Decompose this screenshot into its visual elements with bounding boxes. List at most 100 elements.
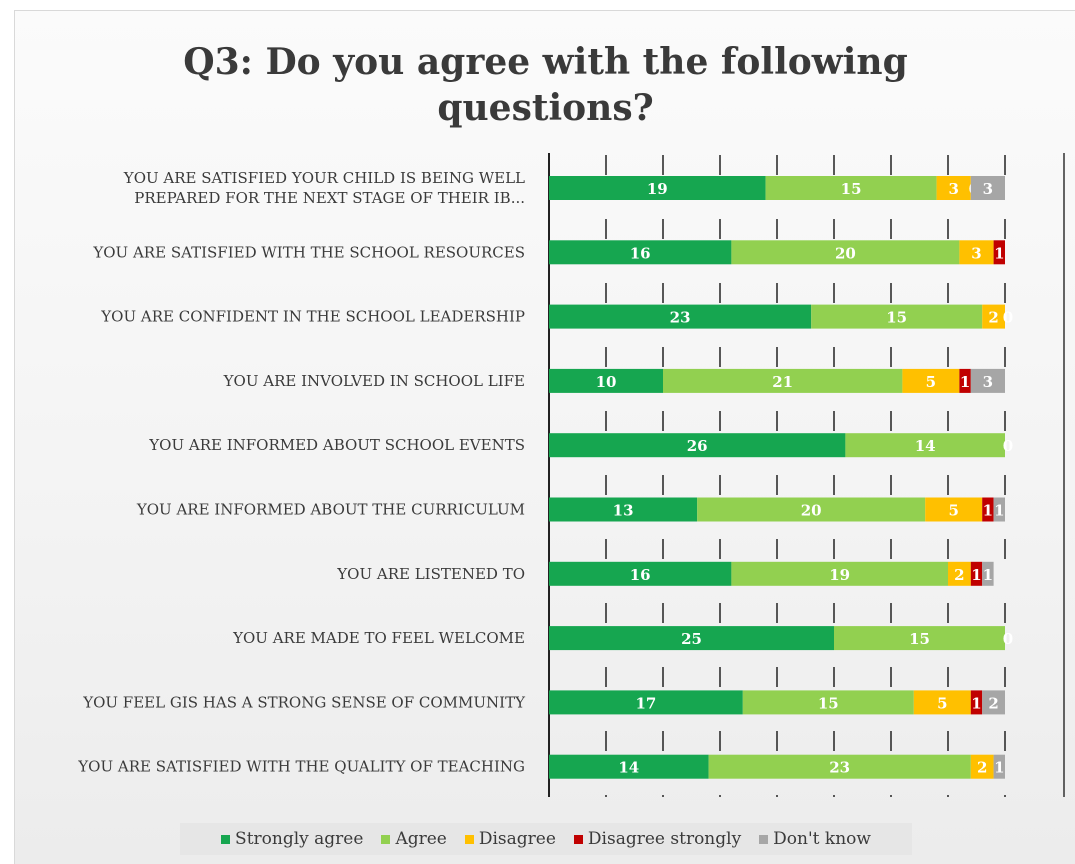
category-label-line: YOU ARE INFORMED ABOUT THE CURRICULUM bbox=[136, 501, 525, 519]
bar-segment bbox=[549, 368, 663, 393]
data-label: 1 bbox=[983, 566, 993, 584]
data-label: 0 bbox=[1003, 437, 1013, 455]
bar-segment bbox=[811, 304, 983, 329]
data-label: 2 bbox=[988, 309, 998, 327]
category-label-line: YOU ARE SATISFIED WITH THE SCHOOL RESOUR… bbox=[92, 243, 525, 261]
data-label: 19 bbox=[647, 180, 668, 198]
category-label-line: YOU ARE INVOLVED IN SCHOOL LIFE bbox=[223, 372, 525, 390]
legend-item: Strongly agree bbox=[221, 829, 363, 849]
bar-segment bbox=[970, 176, 1005, 200]
category-label: YOU ARE INVOLVED IN SCHOOL LIFE bbox=[223, 372, 525, 390]
bar-segment bbox=[993, 754, 1005, 779]
chart-legend: Strongly agree Agree Disagree Disagree stro… bbox=[180, 823, 912, 855]
data-label: 1 bbox=[971, 566, 981, 584]
data-label: 5 bbox=[937, 694, 947, 712]
data-label: 0 bbox=[1003, 630, 1013, 648]
bar-row: YOU ARE INFORMED ABOUT THE CURRICULUM 13 2… bbox=[136, 497, 1005, 522]
data-label: 3 bbox=[971, 244, 981, 262]
legend-swatch bbox=[759, 834, 769, 844]
category-label: YOU ARE INFORMED ABOUT THE CURRICULUM bbox=[136, 501, 525, 519]
bar-row: YOU ARE CONFIDENT IN THE SCHOOL LEADERSH… bbox=[100, 304, 1013, 329]
bar-segment bbox=[663, 368, 903, 393]
data-label: 1 bbox=[960, 373, 970, 391]
bar-segment bbox=[982, 497, 994, 522]
bar-row: YOU ARE SATISFIED WITH THE SCHOOL RESOUR… bbox=[92, 240, 1005, 265]
bar-segment bbox=[959, 240, 994, 265]
bar-segment bbox=[549, 690, 743, 715]
legend-item: Disagree strongly bbox=[573, 829, 742, 849]
bar-segment bbox=[845, 433, 1005, 458]
data-label: 3 bbox=[948, 180, 958, 198]
data-label: 20 bbox=[801, 502, 822, 520]
bar-segment bbox=[549, 304, 812, 329]
bar-segment bbox=[549, 497, 698, 522]
data-label: 2 bbox=[977, 759, 987, 777]
bar-segment bbox=[549, 176, 766, 200]
data-label: 17 bbox=[635, 694, 656, 712]
data-label: 23 bbox=[670, 309, 691, 327]
bar-segment bbox=[549, 433, 846, 458]
legend-label: Disagree bbox=[478, 829, 556, 849]
category-label: YOU ARE SATISFIED WITH THE QUALITY OF TE… bbox=[77, 758, 525, 776]
data-label: 23 bbox=[829, 759, 850, 777]
data-label: 14 bbox=[618, 759, 639, 777]
bar-chart-plot: YOU ARE SATISFIED YOUR CHILD IS BEING WE… bbox=[77, 153, 1065, 797]
bar-row: YOU ARE MADE TO FEEL WELCOME 25 15 0 bbox=[232, 626, 1013, 651]
category-label: YOU FEEL GIS HAS A STRONG SENSE OF COMMU… bbox=[82, 693, 526, 711]
bar-segment bbox=[982, 690, 1005, 715]
legend-item: Disagree bbox=[464, 829, 556, 849]
data-label: 20 bbox=[835, 244, 856, 262]
bar-row: YOU FEEL GIS HAS A STRONG SENSE OF COMMU… bbox=[82, 690, 1005, 715]
bar-segment bbox=[970, 561, 983, 586]
bar-segment bbox=[948, 561, 971, 586]
data-label: 3 bbox=[983, 180, 993, 198]
bar-segment bbox=[549, 561, 732, 586]
data-label: 25 bbox=[681, 630, 702, 648]
legend-label: Agree bbox=[395, 829, 447, 849]
data-label: 1 bbox=[994, 244, 1004, 262]
data-label: 10 bbox=[596, 373, 617, 391]
bar-segment bbox=[959, 368, 971, 393]
bar-segment bbox=[902, 368, 960, 393]
bar-segment bbox=[697, 497, 926, 522]
data-label: 13 bbox=[613, 502, 634, 520]
bar-row: YOU ARE SATISFIED WITH THE QUALITY OF TE… bbox=[77, 754, 1005, 779]
category-label-line: YOU ARE INFORMED ABOUT SCHOOL EVENTS bbox=[148, 436, 525, 454]
category-label-line: YOU ARE CONFIDENT IN THE SCHOOL LEADERSH… bbox=[100, 308, 525, 326]
chart-title-line-1: Q3: Do you agree with the following bbox=[183, 41, 908, 83]
category-label-line: YOU FEEL GIS HAS A STRONG SENSE OF COMMU… bbox=[82, 693, 526, 711]
bar-segment bbox=[708, 754, 971, 779]
data-label: 16 bbox=[630, 566, 651, 584]
bar-segment bbox=[549, 754, 709, 779]
legend-label: Strongly agree bbox=[235, 829, 364, 849]
bar-segment bbox=[731, 561, 948, 586]
data-label: 15 bbox=[886, 309, 907, 327]
data-label: 19 bbox=[829, 566, 850, 584]
legend-item: Agree bbox=[381, 829, 447, 849]
bar-segment bbox=[834, 626, 1005, 651]
bar-segment bbox=[936, 176, 971, 200]
legend-label: Disagree strongly bbox=[587, 829, 742, 849]
data-label: 1 bbox=[994, 502, 1004, 520]
legend-swatch bbox=[381, 834, 391, 844]
chart-title: Q3: Do you agree with the following ques… bbox=[15, 39, 1075, 131]
category-label: YOU ARE MADE TO FEEL WELCOME bbox=[232, 629, 525, 647]
data-label: 2 bbox=[988, 694, 998, 712]
bar-segment bbox=[993, 497, 1005, 522]
category-label: YOU ARE CONFIDENT IN THE SCHOOL LEADERSH… bbox=[100, 308, 525, 326]
bar-row: YOU ARE SATISFIED YOUR CHILD IS BEING WE… bbox=[123, 169, 1005, 207]
data-label: 21 bbox=[772, 373, 793, 391]
category-label: YOU ARE SATISFIED YOUR CHILD IS BEING WE… bbox=[123, 169, 525, 207]
value-axis-ticks bbox=[605, 153, 1006, 797]
bar-segment bbox=[970, 690, 983, 715]
bar-segment bbox=[913, 690, 971, 715]
data-label: 15 bbox=[841, 180, 862, 198]
bar-segment bbox=[993, 240, 1005, 265]
data-label: 5 bbox=[948, 502, 958, 520]
chart-container: Q3: Do you agree with the following ques… bbox=[14, 10, 1075, 864]
data-label: 15 bbox=[909, 630, 930, 648]
category-label: YOU ARE SATISFIED WITH THE SCHOOL RESOUR… bbox=[92, 243, 525, 261]
category-label-line: PREPARED FOR THE NEXT STAGE OF THEIR IB.… bbox=[134, 189, 525, 207]
bar-segment bbox=[765, 176, 937, 200]
data-label: 3 bbox=[983, 373, 993, 391]
